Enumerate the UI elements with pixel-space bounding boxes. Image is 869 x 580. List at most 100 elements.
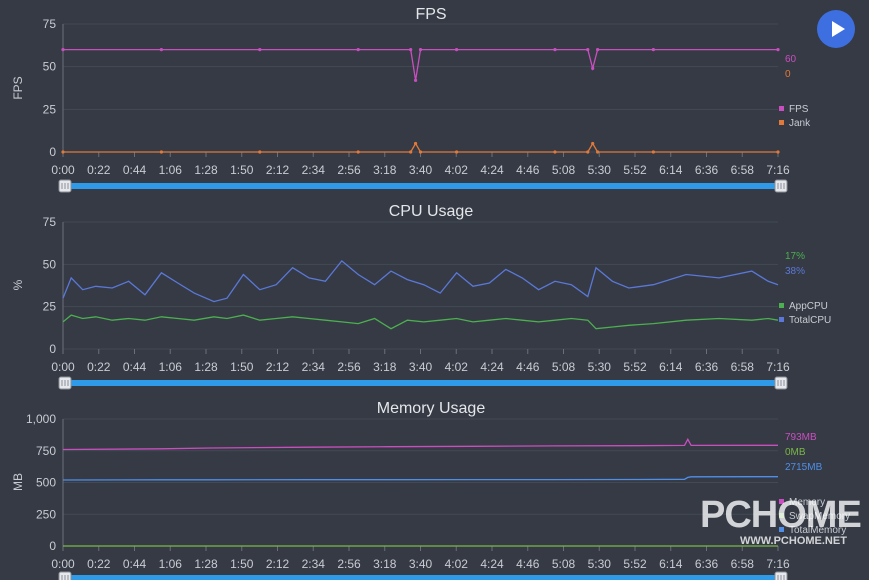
legend-label[interactable]: Jank	[789, 118, 811, 129]
y-tick-label: 750	[36, 444, 56, 458]
chart-title: FPS	[415, 6, 446, 23]
x-tick-label: 0:22	[87, 360, 111, 374]
x-tick-label: 4:02	[445, 163, 469, 177]
legend-label[interactable]: SwapMemory	[789, 511, 850, 522]
legend-label[interactable]: FPS	[789, 104, 809, 115]
x-tick-label: 5:30	[588, 557, 612, 571]
x-ticks: 0:00 0:22 0:44 1:06 1:28 1:50 2:12 2:34 2:56 3:18…	[51, 546, 790, 571]
slider-track[interactable]	[63, 575, 786, 580]
chart-title: Memory Usage	[377, 400, 486, 417]
data-point	[776, 150, 780, 154]
legend-swatch	[779, 513, 784, 518]
data-point	[454, 150, 459, 154]
legend-swatch	[779, 106, 784, 111]
data-point	[418, 48, 423, 52]
x-tick-label: 2:34	[302, 163, 326, 177]
data-point	[596, 48, 600, 52]
data-point	[413, 78, 418, 82]
data-point	[776, 48, 780, 52]
x-tick-label: 5:52	[623, 557, 647, 571]
x-tick-label: 0:22	[87, 163, 111, 177]
y-axis-label: FPS	[11, 76, 25, 99]
time-range-slider[interactable]	[58, 179, 788, 193]
x-tick-label: 1:06	[159, 557, 183, 571]
x-tick-label: 2:56	[337, 163, 361, 177]
legend-label[interactable]: Memory	[789, 497, 825, 508]
x-tick-label: 4:02	[445, 360, 469, 374]
data-point	[356, 48, 360, 52]
x-tick-label: 2:34	[302, 557, 326, 571]
x-tick-label: 6:14	[659, 163, 683, 177]
data-point	[454, 48, 459, 52]
legend-label[interactable]: TotalCPU	[789, 315, 831, 326]
series-lines	[62, 259, 779, 330]
x-tick-label: 2:12	[266, 360, 290, 374]
y-tick-label: 75	[43, 17, 57, 31]
current-value: 60	[785, 54, 797, 65]
time-range-slider[interactable]	[58, 376, 788, 390]
x-tick-label: 4:46	[516, 163, 540, 177]
slider-track[interactable]	[63, 183, 786, 189]
x-tick-label: 2:56	[337, 557, 361, 571]
data-point	[159, 48, 163, 52]
current-value: 38%	[785, 266, 805, 277]
current-value: 2715MB	[785, 462, 823, 473]
x-tick-label: 3:40	[409, 360, 433, 374]
x-tick-label: 4:24	[480, 163, 504, 177]
x-tick-label: 4:24	[480, 360, 504, 374]
series-line-appcpu	[62, 314, 779, 330]
data-point	[356, 150, 360, 154]
data-point	[553, 150, 557, 154]
data-point	[418, 150, 423, 154]
y-tick-label: 50	[43, 60, 57, 74]
y-tick-label: 0	[49, 342, 56, 356]
time-range-slider[interactable]	[58, 571, 788, 580]
y-tick-label: 75	[43, 215, 57, 229]
x-tick-label: 6:36	[695, 557, 719, 571]
legend-label[interactable]: TotalMemory	[789, 525, 846, 536]
y-axis-label: %	[11, 279, 25, 290]
y-ticks: 0 25 50 75	[43, 17, 778, 159]
chart-title: CPU Usage	[389, 203, 474, 220]
y-ticks: 0 250 500 750 1,000	[26, 412, 778, 553]
y-tick-label: 500	[36, 476, 56, 490]
x-tick-label: 4:02	[445, 557, 469, 571]
x-tick-label: 1:06	[159, 163, 183, 177]
slider-track[interactable]	[63, 380, 786, 386]
legend: 793MB 0MB 2715MB Memory SwapMemory TotalMemor…	[779, 432, 850, 536]
x-tick-label: 3:40	[409, 557, 433, 571]
x-tick-label: 1:28	[194, 163, 218, 177]
memory-panel: Memory Usage MB 0 250 500 750 1,000 0:00 0:22…	[11, 400, 850, 580]
y-tick-label: 25	[43, 102, 57, 116]
x-ticks: 0:00 0:22 0:44 1:06 1:28 1:50 2:12 2:34 2:56 3:18…	[51, 152, 790, 177]
series-line-fps	[63, 48, 778, 81]
x-tick-label: 5:08	[552, 163, 576, 177]
data-point	[258, 48, 262, 52]
legend-swatch	[779, 120, 784, 125]
legend-swatch	[779, 317, 784, 322]
x-tick-label: 5:08	[552, 557, 576, 571]
y-tick-label: 0	[49, 539, 56, 553]
x-tick-label: 0:44	[123, 163, 147, 177]
series-lines	[62, 437, 778, 547]
data-point	[591, 66, 595, 70]
x-tick-label: 4:46	[516, 557, 540, 571]
series-line-totalcpu	[62, 259, 779, 303]
x-tick-label: 1:06	[159, 360, 183, 374]
data-point	[159, 150, 163, 154]
play-button[interactable]	[817, 10, 855, 48]
data-point	[591, 141, 595, 146]
legend-swatch	[779, 499, 784, 504]
y-ticks: 0 25 50 75	[43, 215, 778, 356]
data-point	[61, 48, 65, 52]
legend-swatch	[779, 303, 784, 308]
x-tick-label: 5:08	[552, 360, 576, 374]
x-tick-label: 3:18	[373, 360, 397, 374]
x-tick-label: 0:00	[51, 360, 75, 374]
watermark-url: WWW.PCHOME.NET	[740, 535, 847, 547]
legend-label[interactable]: AppCPU	[789, 301, 828, 312]
x-tick-label: 1:28	[194, 557, 218, 571]
x-tick-label: 6:14	[659, 557, 683, 571]
data-point	[651, 150, 655, 154]
